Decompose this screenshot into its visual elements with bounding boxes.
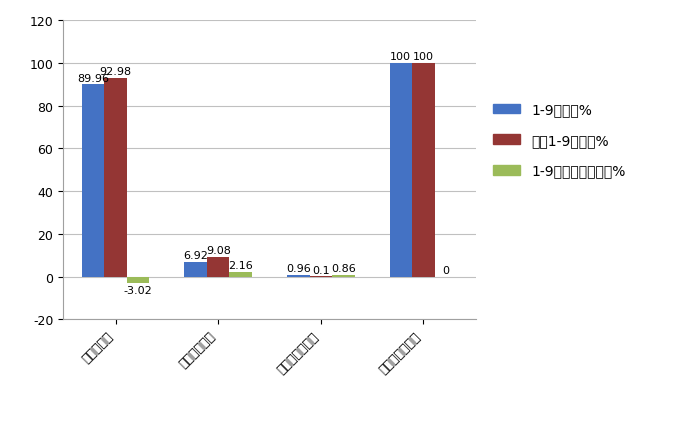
Text: 0: 0 [442,265,449,275]
Bar [104,79,127,277]
Bar [412,64,435,277]
Text: 92.98: 92.98 [99,67,132,77]
Text: 0.96: 0.96 [286,263,311,273]
Bar [82,85,104,277]
Bar [184,262,207,277]
Text: 6.92: 6.92 [183,250,208,260]
Bar [127,277,150,283]
Bar [207,258,230,277]
Bar [230,272,252,277]
Text: 0.86: 0.86 [331,263,356,273]
Bar [287,275,309,277]
Text: -3.02: -3.02 [124,285,153,295]
Text: 100: 100 [413,52,434,62]
Text: 0.1: 0.1 [312,265,330,275]
Text: 89.96: 89.96 [77,74,109,83]
Text: 100: 100 [391,52,412,62]
Bar [332,275,355,277]
Legend: 1-9月占比%, 去年1-9月占比%, 1-9月占比同比增减%: 1-9月占比%, 去年1-9月占比%, 1-9月占比同比增减% [487,98,631,184]
Text: 9.08: 9.08 [206,246,230,256]
Bar [389,64,412,277]
Text: 2.16: 2.16 [228,261,253,271]
